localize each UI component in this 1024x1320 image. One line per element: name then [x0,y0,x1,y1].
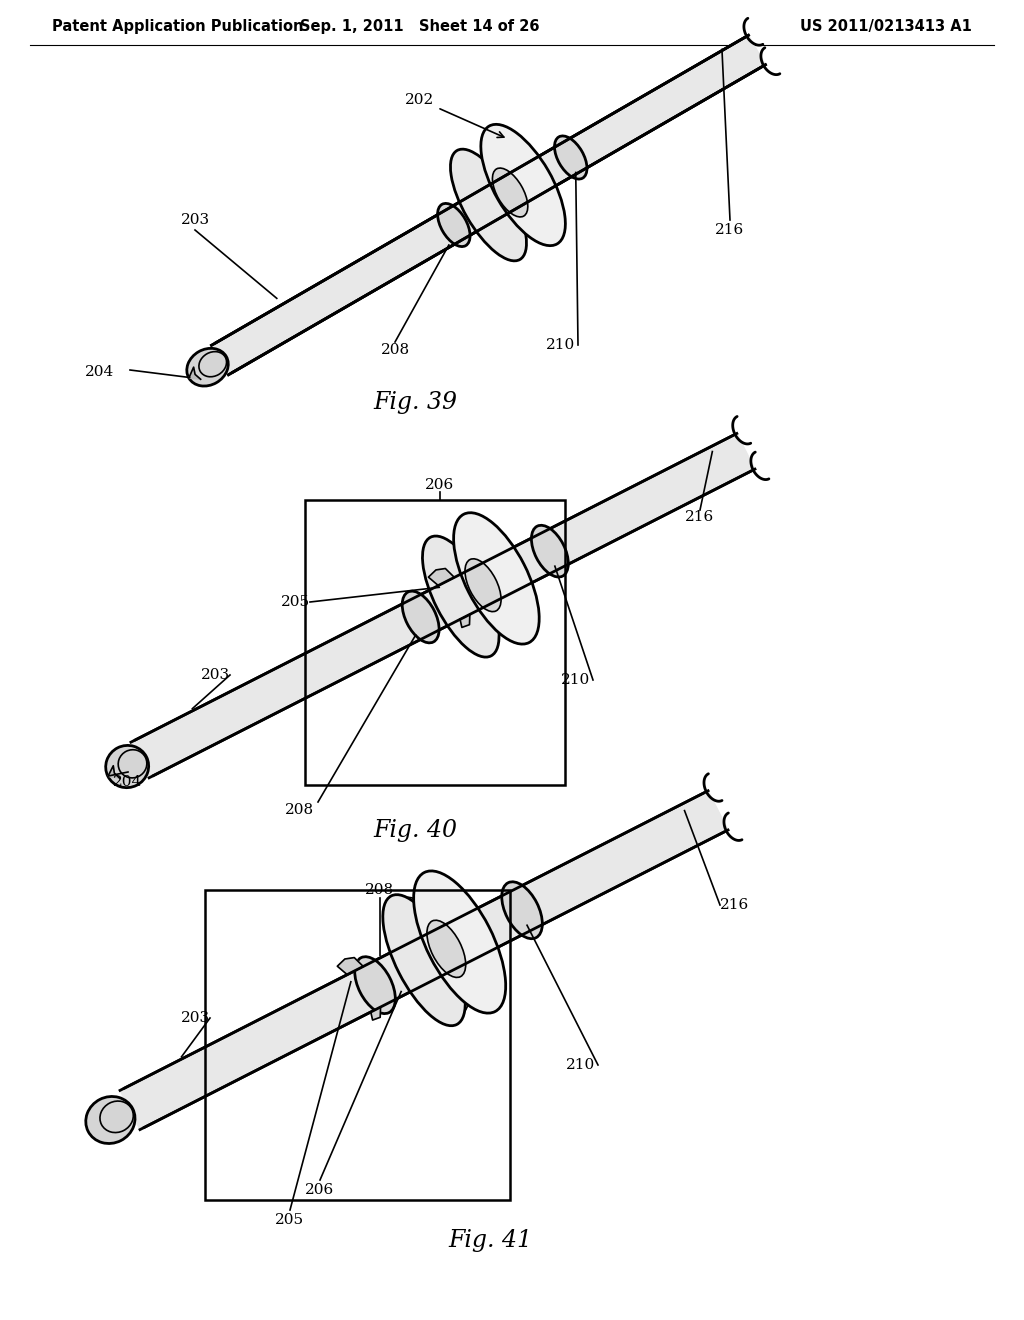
Text: 203: 203 [180,213,210,227]
Ellipse shape [465,558,501,611]
Text: 206: 206 [425,478,455,492]
Text: 210: 210 [546,338,575,352]
Text: 210: 210 [561,673,590,686]
Text: Fig. 40: Fig. 40 [373,818,457,842]
Ellipse shape [555,136,587,180]
Text: 206: 206 [305,1183,335,1197]
Text: 203: 203 [180,1011,210,1026]
Ellipse shape [437,203,470,247]
Text: 205: 205 [275,1213,304,1228]
Text: 203: 203 [201,668,229,682]
Polygon shape [428,569,455,586]
Ellipse shape [454,512,540,644]
Ellipse shape [531,525,568,577]
Text: Sep. 1, 2011   Sheet 14 of 26: Sep. 1, 2011 Sheet 14 of 26 [300,20,540,34]
Text: 216: 216 [720,898,750,912]
Polygon shape [108,766,120,779]
Text: 210: 210 [565,1059,595,1072]
Text: 205: 205 [281,595,309,609]
Text: 216: 216 [685,510,715,524]
Ellipse shape [105,746,148,788]
Text: Fig. 39: Fig. 39 [373,391,457,413]
Ellipse shape [186,348,228,385]
Ellipse shape [383,895,465,1026]
Ellipse shape [493,168,527,216]
Ellipse shape [393,898,470,1016]
Text: 208: 208 [286,803,314,817]
Polygon shape [337,957,364,974]
Polygon shape [188,367,201,379]
Text: 204: 204 [114,775,142,789]
Polygon shape [460,614,470,627]
Text: 202: 202 [406,92,504,137]
Ellipse shape [502,882,543,939]
Ellipse shape [427,920,466,977]
Ellipse shape [481,124,565,246]
Text: 208: 208 [366,883,394,898]
Polygon shape [131,433,755,777]
Text: 204: 204 [85,366,115,379]
Polygon shape [120,791,728,1130]
Ellipse shape [402,591,439,643]
Ellipse shape [451,149,526,261]
Ellipse shape [423,536,499,657]
Text: Fig. 41: Fig. 41 [449,1229,532,1251]
Polygon shape [371,1007,381,1020]
Text: Patent Application Publication: Patent Application Publication [52,20,303,34]
Polygon shape [212,36,765,375]
Bar [305,500,565,785]
Text: US 2011/0213413 A1: US 2011/0213413 A1 [800,20,972,34]
Ellipse shape [86,1097,135,1143]
Ellipse shape [354,957,395,1014]
Bar [205,890,510,1200]
Text: 208: 208 [381,343,410,356]
Text: 216: 216 [716,223,744,238]
Ellipse shape [414,871,506,1014]
